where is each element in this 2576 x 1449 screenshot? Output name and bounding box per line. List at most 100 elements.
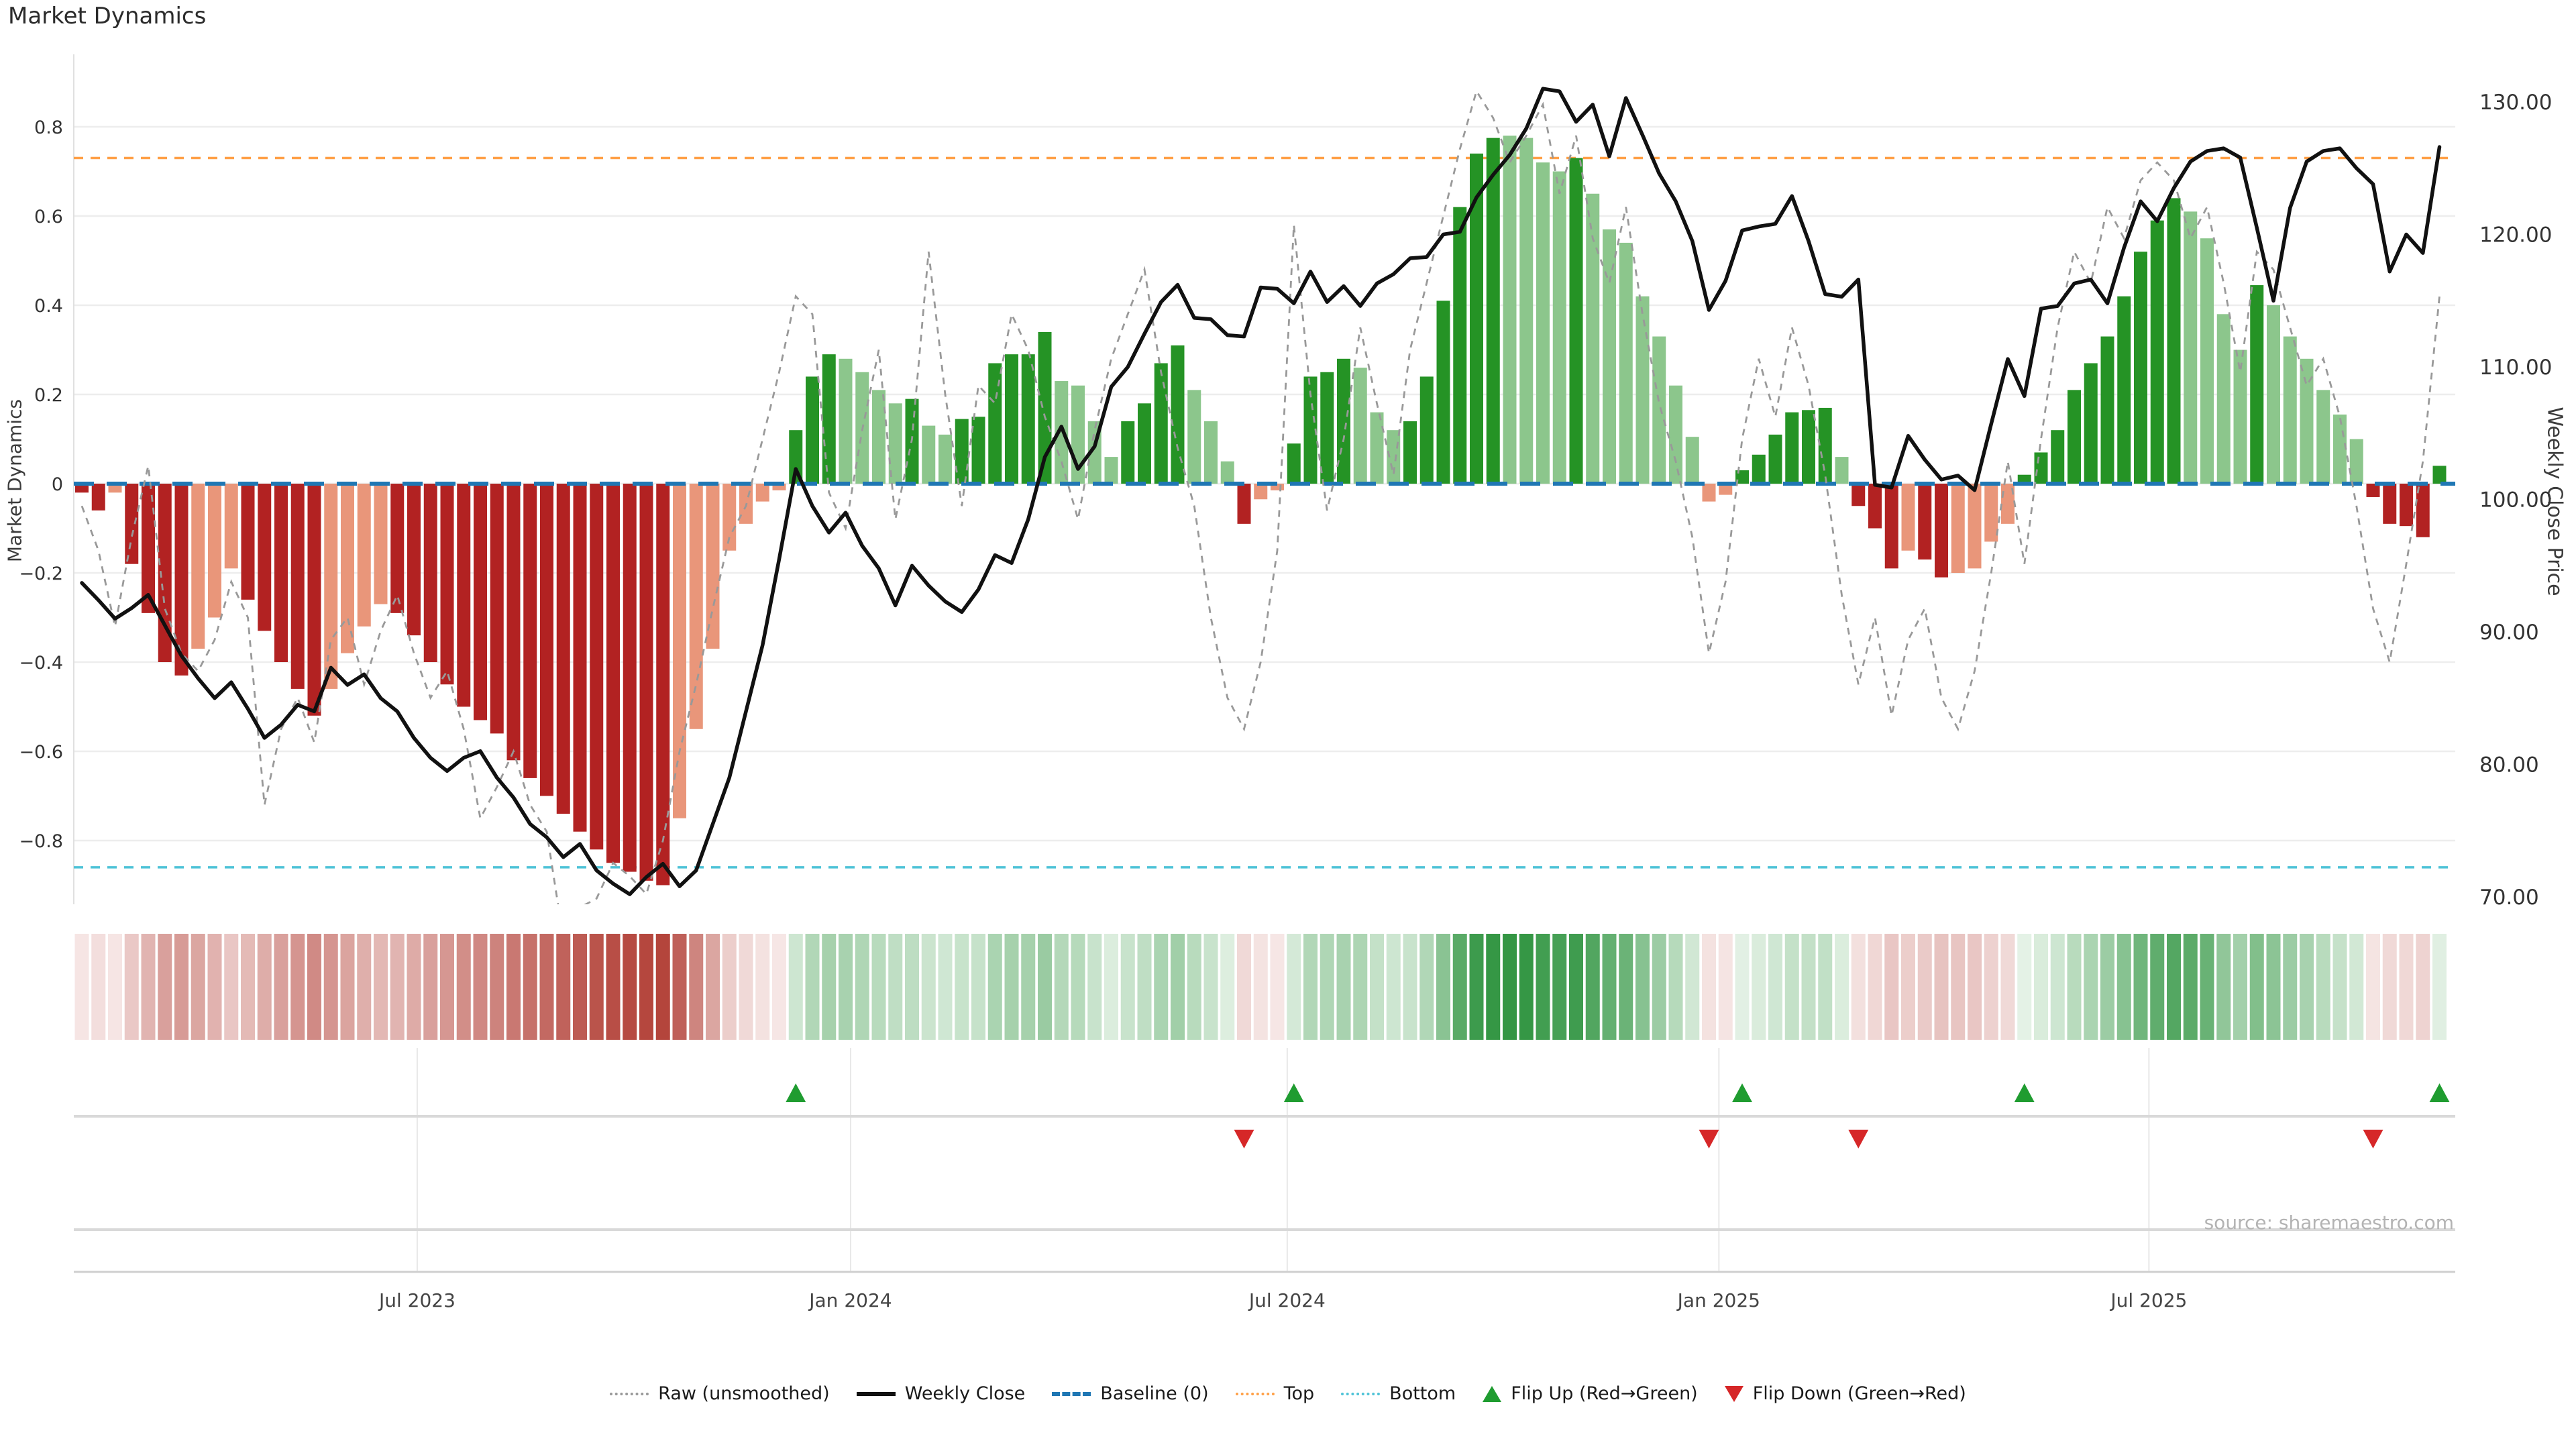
heatmap-cell [2067, 934, 2082, 1040]
dynamics-bar [1486, 138, 1500, 484]
legend-item-flip-down: Flip Down (Green→Red) [1724, 1383, 1966, 1404]
dynamics-bar [2233, 350, 2247, 484]
heatmap-cell [74, 934, 89, 1040]
price-tick-label: 70.00 [2479, 885, 2539, 910]
heatmap-cell [888, 934, 903, 1040]
dynamics-bar [806, 376, 819, 484]
price-tick-label: 80.00 [2479, 753, 2539, 777]
heatmap-cell [2183, 934, 2198, 1040]
heatmap-cell [2084, 934, 2098, 1040]
dynamics-bar [2117, 296, 2131, 484]
dynamics-bar [274, 484, 288, 662]
x-tick-label: Jan 2025 [1676, 1289, 1760, 1311]
y-tick-label: 0.4 [34, 296, 63, 317]
dynamics-bar [1901, 484, 1915, 551]
dynamics-bar [2034, 452, 2048, 484]
heatmap-cell [573, 934, 587, 1040]
heatmap-cell [1652, 934, 1666, 1040]
heatmap-cell [971, 934, 985, 1040]
dynamics-bar [290, 484, 305, 689]
dynamics-bar [1154, 363, 1168, 484]
x-tick-label: Jul 2023 [378, 1289, 455, 1311]
heatmap-cell [307, 934, 321, 1040]
heatmap-cell [955, 934, 969, 1040]
heatmap-cell [274, 934, 288, 1040]
dynamics-bar [1768, 434, 1782, 484]
heatmap-cell [1237, 934, 1251, 1040]
dynamics-bar [590, 484, 604, 850]
dynamics-bar [1320, 372, 1334, 484]
heatmap-cell [174, 934, 189, 1040]
heatmap-cell [905, 934, 919, 1040]
legend-label: Baseline (0) [1100, 1383, 1209, 1404]
heatmap-cell [2100, 934, 2114, 1040]
dynamics-bar [341, 484, 354, 653]
heatmap-cell [2349, 934, 2364, 1040]
flip-up-triangle-icon [1483, 1385, 1502, 1402]
dynamics-bar [374, 484, 388, 604]
dynamics-bar [673, 484, 686, 818]
dynamics-bar [423, 484, 437, 662]
heatmap-cell [523, 934, 537, 1040]
dynamics-bar [142, 484, 155, 613]
dynamics-bar [2349, 439, 2363, 484]
x-tick-label: Jan 2024 [808, 1289, 892, 1311]
heatmap-cell [871, 934, 886, 1040]
dynamics-bar [390, 484, 405, 613]
y-tick-label: −0.2 [19, 564, 63, 584]
heatmap-cell [1884, 934, 1899, 1040]
heatmap-cell [1469, 934, 1484, 1040]
dynamics-bar [1453, 207, 1467, 484]
heatmap-cell [639, 934, 653, 1040]
heatmap-cell [2432, 934, 2447, 1040]
dynamics-bar [407, 484, 421, 636]
dynamics-bar [1851, 484, 1866, 506]
dynamics-bar [1918, 484, 1932, 560]
dynamics-bar [1271, 484, 1284, 490]
heatmap-cell [1137, 934, 1152, 1040]
heatmap-cell [108, 934, 122, 1040]
heatmap-cell [805, 934, 820, 1040]
dynamics-bar [241, 484, 255, 600]
dynamics-bar [258, 484, 272, 631]
dynamics-bar [1884, 484, 1898, 569]
dynamics-bar [2084, 363, 2098, 484]
weekly-close-line [80, 87, 2442, 896]
dynamics-bar [1785, 412, 1799, 484]
dynamics-bar [1868, 484, 1882, 529]
flip-down-marker [1699, 1130, 1719, 1148]
dynamics-bar [208, 484, 221, 618]
heatmap-cell [456, 934, 471, 1040]
heatmap-cell [1635, 934, 1650, 1040]
dynamics-bar [2250, 285, 2264, 484]
dynamics-bar [2100, 336, 2114, 484]
heatmap-cell [1370, 934, 1384, 1040]
heatmap-cell [2233, 934, 2247, 1040]
dynamics-bar [1586, 193, 1600, 484]
dynamics-bar [955, 419, 969, 484]
heatmap-cell [2167, 934, 2181, 1040]
dynamics-bar [191, 484, 205, 649]
dynamics-bar [1635, 296, 1650, 484]
heatmap-cell [2266, 934, 2281, 1040]
dynamics-bar [689, 484, 703, 729]
dynamics-bar [2300, 358, 2314, 484]
heatmap-cell [506, 934, 521, 1040]
y-tick-label: 0 [52, 474, 63, 495]
dynamics-bar [922, 425, 936, 484]
y-tick-label: 0.8 [34, 117, 63, 138]
price-tick-label: 110.00 [2479, 356, 2552, 380]
dynamics-bar [1038, 331, 1052, 484]
dynamics-bar [1719, 484, 1733, 495]
dynamics-bar [490, 484, 504, 734]
dynamics-bar [2333, 414, 2347, 484]
heatmap-cell [1951, 934, 1966, 1040]
dynamics-bar [1569, 158, 1583, 484]
heatmap-cell [1087, 934, 1102, 1040]
heatmap-cell [1602, 934, 1617, 1040]
heatmap-cell [1021, 934, 1036, 1040]
dynamics-bar [1287, 443, 1301, 484]
heatmap-cell [1353, 934, 1368, 1040]
y-tick-label: 0.6 [34, 207, 63, 227]
